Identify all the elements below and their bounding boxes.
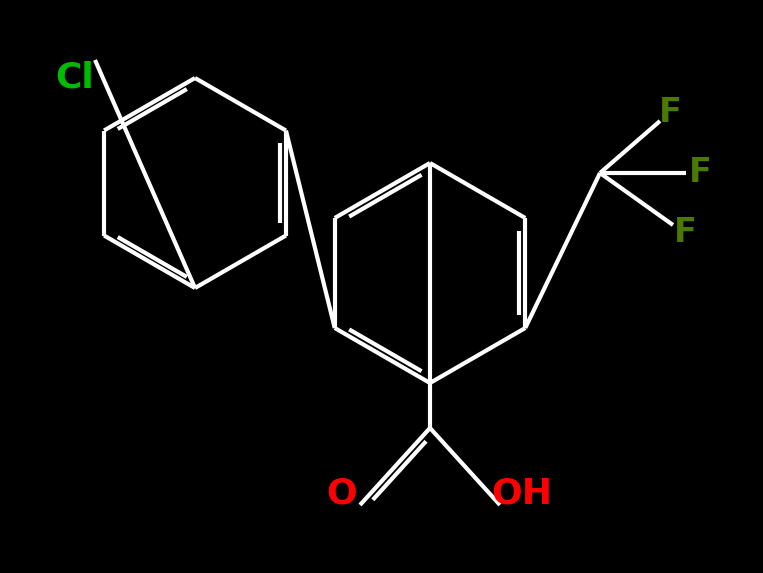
Text: F: F [688, 156, 711, 190]
Text: OH: OH [491, 476, 552, 510]
Text: F: F [674, 217, 697, 249]
Text: Cl: Cl [56, 61, 95, 95]
Text: F: F [658, 96, 681, 129]
Text: O: O [327, 476, 357, 510]
